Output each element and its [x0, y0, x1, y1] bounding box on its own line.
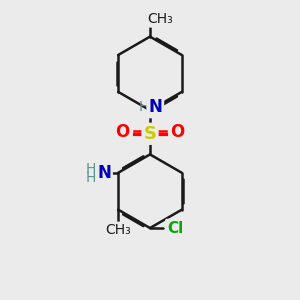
Text: S: S: [143, 125, 157, 143]
Text: N: N: [148, 98, 162, 116]
Text: H: H: [86, 171, 96, 185]
Text: N: N: [97, 164, 111, 182]
Text: CH₃: CH₃: [105, 223, 131, 237]
Text: O: O: [115, 123, 129, 141]
Text: H: H: [86, 162, 96, 176]
Text: CH₃: CH₃: [147, 12, 173, 26]
Text: H: H: [138, 100, 149, 114]
Text: O: O: [171, 123, 185, 141]
Text: Cl: Cl: [167, 220, 183, 236]
